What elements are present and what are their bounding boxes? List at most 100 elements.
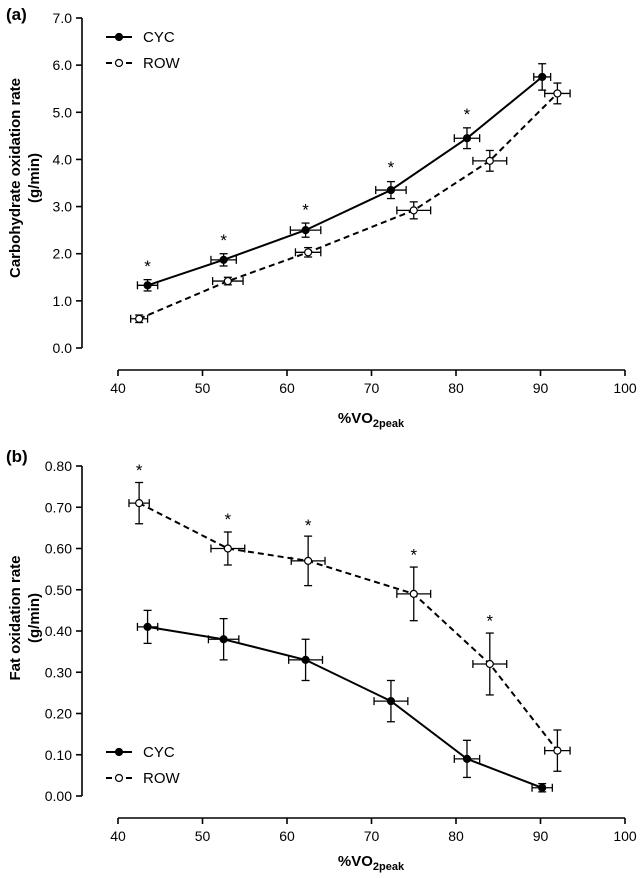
panel-b-series-cyc-line: [147, 625, 543, 789]
panel-a-series-cyc-point: [143, 281, 152, 290]
panel-a-series-row-point: [223, 276, 232, 286]
panel-a-significance-star: *: [302, 200, 309, 219]
panel-a-x-tick-label: 40: [110, 380, 126, 396]
panel-a-series-row-point: [553, 89, 562, 98]
panel-b-y-tick-label: 0.40: [45, 623, 72, 639]
panel-b-series-cyc-point: [386, 697, 396, 706]
panel-a-series-cyc-point: [301, 226, 310, 235]
panel-a-axes: 40 50 60 70 80 90 100 0.0 1.0 2.0 3.0 4.0 5.0 6.0 7.0: [53, 10, 637, 396]
panel-b-legend-cyc-label: CYC: [143, 744, 175, 761]
panel-b-series-row-point: [135, 499, 144, 508]
panel-a-legend-cyc-marker: [114, 32, 124, 42]
panel-a-series-cyc-point: [386, 185, 396, 195]
panel-b-series-row-point: [223, 544, 232, 553]
panel-a-series-row-point: [409, 206, 418, 215]
panel-a-label: (a): [6, 5, 27, 24]
panel-b-series-cyc-point: [538, 783, 547, 792]
panel-b-y-tick-label: 0.10: [45, 747, 72, 763]
panel-b-ylabel-line1: Fat oxidation rate: [7, 555, 24, 680]
panel-a-plot-area: * * * * *: [130, 63, 571, 324]
panel-a-x-tick-label: 50: [195, 380, 211, 396]
panel-a-x-tick-label: 60: [279, 380, 295, 396]
panel-b-series-cyc-point: [462, 754, 472, 763]
panel-b-y-tick-label: 0.30: [45, 664, 72, 680]
panel-b-fat-chart: (b) Fat oxidation rate (g/min) %VO2peak …: [6, 447, 637, 873]
panel-b-x-axis-title: %VO2peak: [338, 853, 405, 873]
panel-b-y-tick-label: 0.70: [45, 499, 72, 515]
panel-a-series-row-point: [135, 314, 144, 323]
panel-b-x-tick-label: 50: [195, 828, 211, 844]
panel-a-y-tick-label: 6.0: [53, 57, 73, 73]
panel-b-series-row-point: [409, 589, 418, 598]
panel-a-ylabel-line2: (g/min): [26, 153, 43, 203]
panel-a-legend: CYC ROW: [106, 29, 181, 72]
panel-b-series-row-point: [485, 659, 494, 669]
panel-b-y-tick-label: 0.00: [45, 788, 72, 804]
panel-b-plot-area: * * * * *: [128, 461, 571, 793]
panel-b-x-tick-label: 40: [110, 828, 126, 844]
panel-b-legend-row-label: ROW: [143, 770, 181, 787]
panel-a-y-tick-label: 7.0: [53, 10, 73, 26]
panel-a-x-tick-label: 100: [613, 380, 637, 396]
panel-a-y-axis-title: Carbohydrate oxidation rate (g/min): [7, 78, 43, 278]
panel-b-ylabel-line2: (g/min): [26, 593, 43, 643]
panel-a-ylabel-line1: Carbohydrate oxidation rate: [7, 78, 24, 278]
panel-b-legend-row-marker: [114, 773, 124, 783]
panel-a-significance-star: *: [144, 257, 151, 276]
panel-a-xlabel-sub: 2peak: [373, 418, 405, 430]
panel-a-carbohydrate-chart: (a) Carbohydrate oxidation rate (g/min) …: [6, 5, 637, 430]
panel-a-series-cyc-point: [538, 72, 547, 82]
panel-a-y-tick-label: 5.0: [53, 104, 73, 120]
panel-b-y-tick-label: 0.60: [45, 541, 72, 557]
panel-a-series-cyc-point: [462, 134, 472, 143]
panel-b-significance-star: *: [486, 612, 493, 631]
panel-a-y-tick-label: 2.0: [53, 246, 73, 262]
panel-a-x-axis-title: %VO2peak: [338, 410, 405, 430]
panel-b-series-cyc-point: [301, 655, 310, 664]
panel-b-significance-star: *: [136, 461, 143, 480]
panel-a-legend-cyc-label: CYC: [143, 29, 175, 46]
panel-b-x-tick-label: 100: [613, 828, 637, 844]
panel-a-significance-star: *: [220, 231, 227, 250]
panel-b-x-tick-label: 70: [364, 828, 380, 844]
panel-a-x-tick-label: 70: [364, 380, 380, 396]
panel-b-xlabel-main: %VO: [338, 853, 373, 870]
panel-a-series-row-point: [304, 248, 313, 257]
panel-a-y-tick-label: 3.0: [53, 199, 73, 215]
panel-b-y-axis-title: Fat oxidation rate (g/min): [7, 555, 43, 680]
panel-b-significance-star: *: [410, 546, 417, 565]
panel-a-significance-star: *: [464, 105, 471, 124]
panel-b-significance-star: *: [305, 516, 312, 535]
panel-b-x-tick-label: 90: [533, 828, 549, 844]
panel-a-series-row-point: [485, 156, 494, 165]
panel-b-legend-cyc-marker: [114, 747, 124, 757]
panel-b-x-tick-label: 80: [448, 828, 464, 844]
panel-b-series-row-point: [304, 556, 313, 565]
panel-a-y-tick-label: 4.0: [53, 151, 73, 167]
panel-a-series-cyc-point: [219, 255, 228, 264]
panel-a-xlabel-main: %VO: [338, 410, 373, 427]
panel-a-x-tick-label: 80: [448, 380, 464, 396]
panel-a-significance-star: *: [388, 158, 395, 177]
panel-a-x-tick-label: 90: [533, 380, 549, 396]
panel-a-series-row-line: [138, 92, 559, 320]
panel-b-label: (b): [6, 447, 28, 466]
panel-b-series-row-line: [138, 502, 559, 752]
panel-a-series-cyc-line: [147, 76, 543, 287]
panel-b-y-tick-label: 0.20: [45, 706, 72, 722]
panel-b-axes: 40 50 60 70 80 90 100 0.00 0.10 0.20 0.30 0.40 0.50 0…: [45, 458, 637, 844]
panel-b-x-tick-label: 60: [279, 828, 295, 844]
panel-b-y-tick-label: 0.80: [45, 458, 72, 474]
panel-b-series-cyc-point: [219, 635, 228, 644]
panel-b-legend: CYC ROW: [106, 744, 181, 787]
panel-b-series-cyc-point: [143, 622, 152, 631]
panel-b-xlabel-sub: 2peak: [373, 861, 405, 873]
panel-b-y-tick-label: 0.50: [45, 582, 72, 598]
panel-b-series-row-point: [553, 746, 562, 755]
panel-a-legend-row-marker: [114, 58, 124, 68]
panel-a-y-tick-label: 0.0: [53, 340, 73, 356]
panel-a-y-tick-label: 1.0: [53, 293, 73, 309]
panel-a-legend-row-label: ROW: [143, 55, 181, 72]
panel-b-significance-star: *: [225, 510, 232, 529]
